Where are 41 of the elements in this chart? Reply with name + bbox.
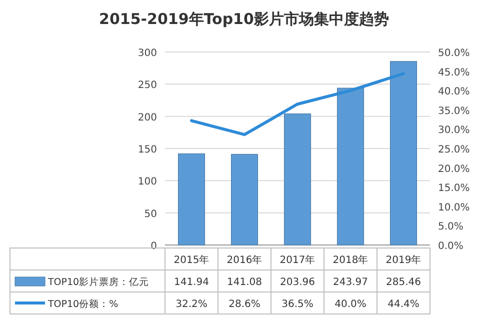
y2-tick-label: 10.0% bbox=[438, 202, 470, 214]
y2-tick-label: 0.0% bbox=[438, 241, 464, 252]
x-tick-label: 2016年 bbox=[226, 254, 262, 266]
data-label: 28.6% bbox=[228, 299, 260, 310]
x-tick-label: 2018年 bbox=[332, 254, 368, 266]
bar bbox=[390, 61, 417, 246]
y2-tick-label: 25.0% bbox=[438, 144, 470, 156]
data-label: 40.0% bbox=[334, 299, 366, 310]
y2-tick-label: 15.0% bbox=[438, 183, 470, 194]
data-label: 243.97 bbox=[333, 277, 368, 288]
line-series bbox=[190, 72, 405, 136]
y2-tick-label: 50.0% bbox=[438, 48, 470, 59]
y2-tick-label: 40.0% bbox=[438, 86, 470, 98]
y-tick-label: 50 bbox=[144, 208, 157, 220]
legend-label: TOP10影片票房：亿元 bbox=[47, 276, 150, 288]
y-tick-label: 300 bbox=[138, 48, 157, 59]
bar bbox=[284, 114, 311, 246]
data-label: 285.46 bbox=[386, 277, 421, 288]
y2-tick-label: 30.0% bbox=[438, 125, 470, 136]
legend-label: TOP10份额：% bbox=[47, 298, 118, 310]
data-label: 36.5% bbox=[282, 299, 314, 310]
data-label: 203.96 bbox=[280, 277, 315, 288]
x-tick-label: 2017年 bbox=[280, 254, 316, 266]
y-tick-label: 100 bbox=[138, 176, 157, 188]
y-tick-label: 250 bbox=[138, 80, 157, 92]
y2-tick-label: 35.0% bbox=[438, 106, 470, 117]
y-tick-label: 200 bbox=[138, 112, 157, 124]
x-tick-label: 2019年 bbox=[386, 254, 422, 266]
y-tick-label: 150 bbox=[138, 144, 157, 156]
y2-tick-label: 5.0% bbox=[438, 222, 464, 233]
y2-tick-label: 20.0% bbox=[438, 164, 470, 175]
bar bbox=[337, 88, 364, 246]
y2-tick-label: 45.0% bbox=[438, 67, 470, 78]
data-label: 44.4% bbox=[388, 299, 420, 310]
chart-title: 2015-2019年Top10影片市场集中度趋势 bbox=[99, 10, 389, 28]
bar bbox=[178, 153, 205, 246]
x-tick-label: 2015年 bbox=[174, 254, 210, 266]
bar bbox=[231, 154, 258, 246]
data-label: 32.2% bbox=[176, 299, 208, 310]
data-label: 141.08 bbox=[227, 277, 262, 288]
data-label: 141.94 bbox=[174, 277, 209, 288]
